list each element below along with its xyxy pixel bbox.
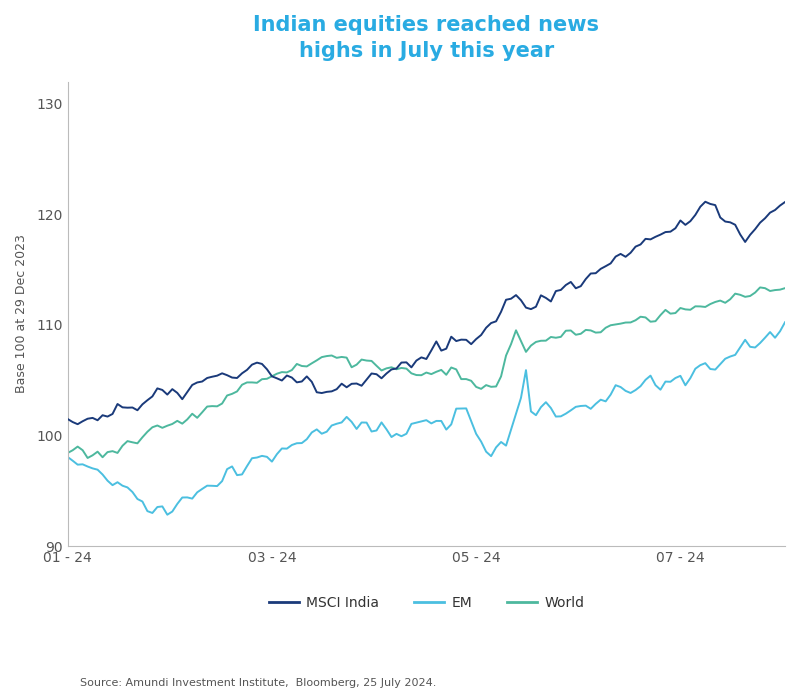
Legend: MSCI India, EM, World: MSCI India, EM, World — [263, 590, 590, 615]
Y-axis label: Base 100 at 29 Dec 2023: Base 100 at 29 Dec 2023 — [15, 234, 28, 393]
Title: Indian equities reached news
highs in July this year: Indian equities reached news highs in Ju… — [254, 15, 599, 61]
Text: Source: Amundi Investment Institute,  Bloomberg, 25 July 2024.: Source: Amundi Investment Institute, Blo… — [80, 678, 436, 688]
